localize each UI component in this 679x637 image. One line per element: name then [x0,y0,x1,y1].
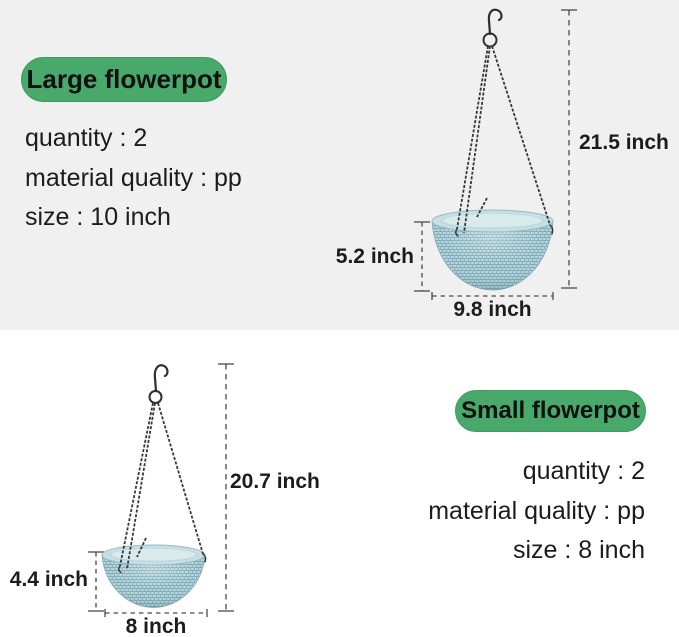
measure-line-pot-height-small [88,551,104,612]
chains-small [119,402,204,570]
spec-quantity-small: quantity : 2 [522,457,645,485]
measure-line-pot-height-large [414,221,430,292]
dimension-pot-width-large: 9.8 inch [453,298,532,321]
small-flowerpot-specs: quantity : 2 material quality : pp size … [428,452,645,571]
spec-material-small: material quality : pp [428,496,645,525]
hanger-ring-icon [148,390,163,404]
large-flowerpot-badge: Large flowerpot [21,57,227,102]
hook-icon [487,8,503,36]
dimension-pot-height-large: 5.2 inch [335,245,414,268]
large-pot [431,209,554,291]
spec-size-large: size : 10 inch [25,203,171,231]
large-flowerpot-specs: quantity : 2 material quality : pp size … [25,119,242,238]
measure-line-hanging-height-small [218,363,234,612]
small-flowerpot-badge: Small flowerpot [455,390,646,432]
chain-end-hooks-small [118,553,207,574]
hanger-ring-icon [482,32,498,48]
measure-line-hanging-height-large [561,9,577,289]
dimension-pot-width-small: 8 inch [125,615,187,637]
chain-end-hooks-large [455,224,554,237]
spec-quantity-large: quantity : 2 [25,124,148,152]
small-pot [101,544,206,608]
hook-icon [153,364,169,393]
dimension-hanging-height-small: 20.7 inch [230,470,320,493]
spec-size-small: size : 8 inch [512,536,645,564]
spec-material-large: material quality : pp [25,163,242,192]
dimension-hanging-height-large: 21.5 inch [579,131,669,154]
small-flowerpot-illustration [88,363,234,617]
large-flowerpot-illustration [414,8,577,300]
chains-large [456,45,551,234]
large-flowerpot-section: Large flowerpot quantity : 2 material qu… [0,0,679,330]
measure-line-pot-width-large [431,292,554,300]
measure-line-pot-width-small [104,609,208,617]
small-flowerpot-section: Small flowerpot quantity : 2 material qu… [0,330,679,637]
dimension-pot-height-small: 4.4 inch [9,568,88,591]
